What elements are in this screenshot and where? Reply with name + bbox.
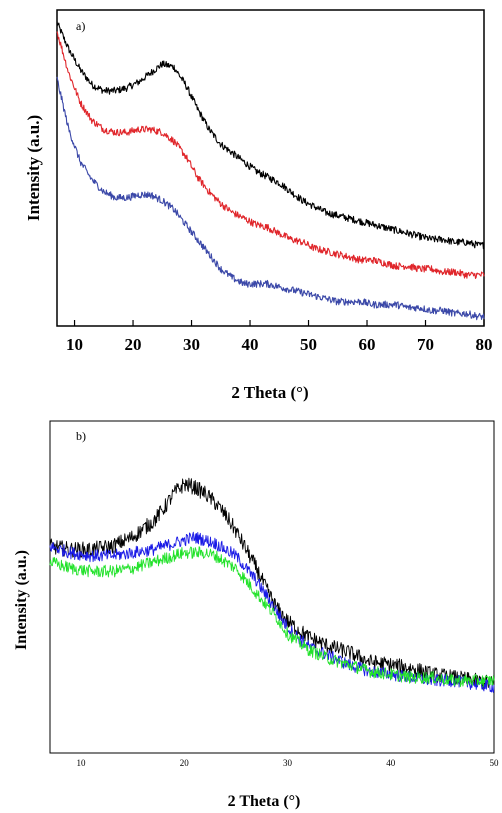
panel-b-plot-frame — [49, 420, 495, 754]
panel-a-plot-frame — [56, 9, 485, 327]
xtick-label: 30 — [283, 758, 293, 768]
panel-b-series-3-line — [49, 546, 495, 688]
panel-a-series-1-line — [56, 21, 485, 250]
xtick-label: 20 — [180, 758, 190, 768]
panel-a: 10 20 30 40 50 60 70 80 a) 2 Theta (°) Intensit… — [24, 9, 493, 402]
xtick-label: 70 — [417, 335, 434, 354]
xtick-label: 50 — [300, 335, 317, 354]
panel-b-series-layer — [49, 477, 495, 693]
panel-a-series-layer — [56, 21, 485, 321]
xtick-label: 60 — [359, 335, 376, 354]
panel-a-xticks: 10 20 30 40 50 60 70 80 — [66, 320, 493, 354]
xtick-label: 20 — [125, 335, 142, 354]
panel-a-xlabel: 2 Theta (°) — [231, 383, 308, 402]
xtick-label: 40 — [386, 758, 396, 768]
xtick-label: 40 — [242, 335, 259, 354]
panel-b-ylabel: Intensity (a.u.) — [13, 550, 30, 650]
panel-a-series-2-line — [56, 31, 485, 279]
xtick-label: 80 — [476, 335, 493, 354]
panel-b-xlabel: 2 Theta (°) — [228, 793, 301, 810]
panel-a-series-3-line — [56, 76, 485, 321]
xtick-label: 10 — [66, 335, 83, 354]
panel-b-xticks: 10 20 30 40 50 — [76, 758, 500, 768]
xtick-label: 30 — [183, 335, 200, 354]
xtick-label: 50 — [490, 758, 500, 768]
xtick-label: 10 — [76, 758, 86, 768]
panel-b: 10 20 30 40 50 b) 2 Theta (°) Intensity (a.u… — [13, 420, 500, 810]
panel-a-label: a) — [76, 19, 85, 33]
panel-b-label: b) — [76, 429, 86, 443]
panel-a-ylabel: Intensity (a.u.) — [24, 115, 43, 221]
